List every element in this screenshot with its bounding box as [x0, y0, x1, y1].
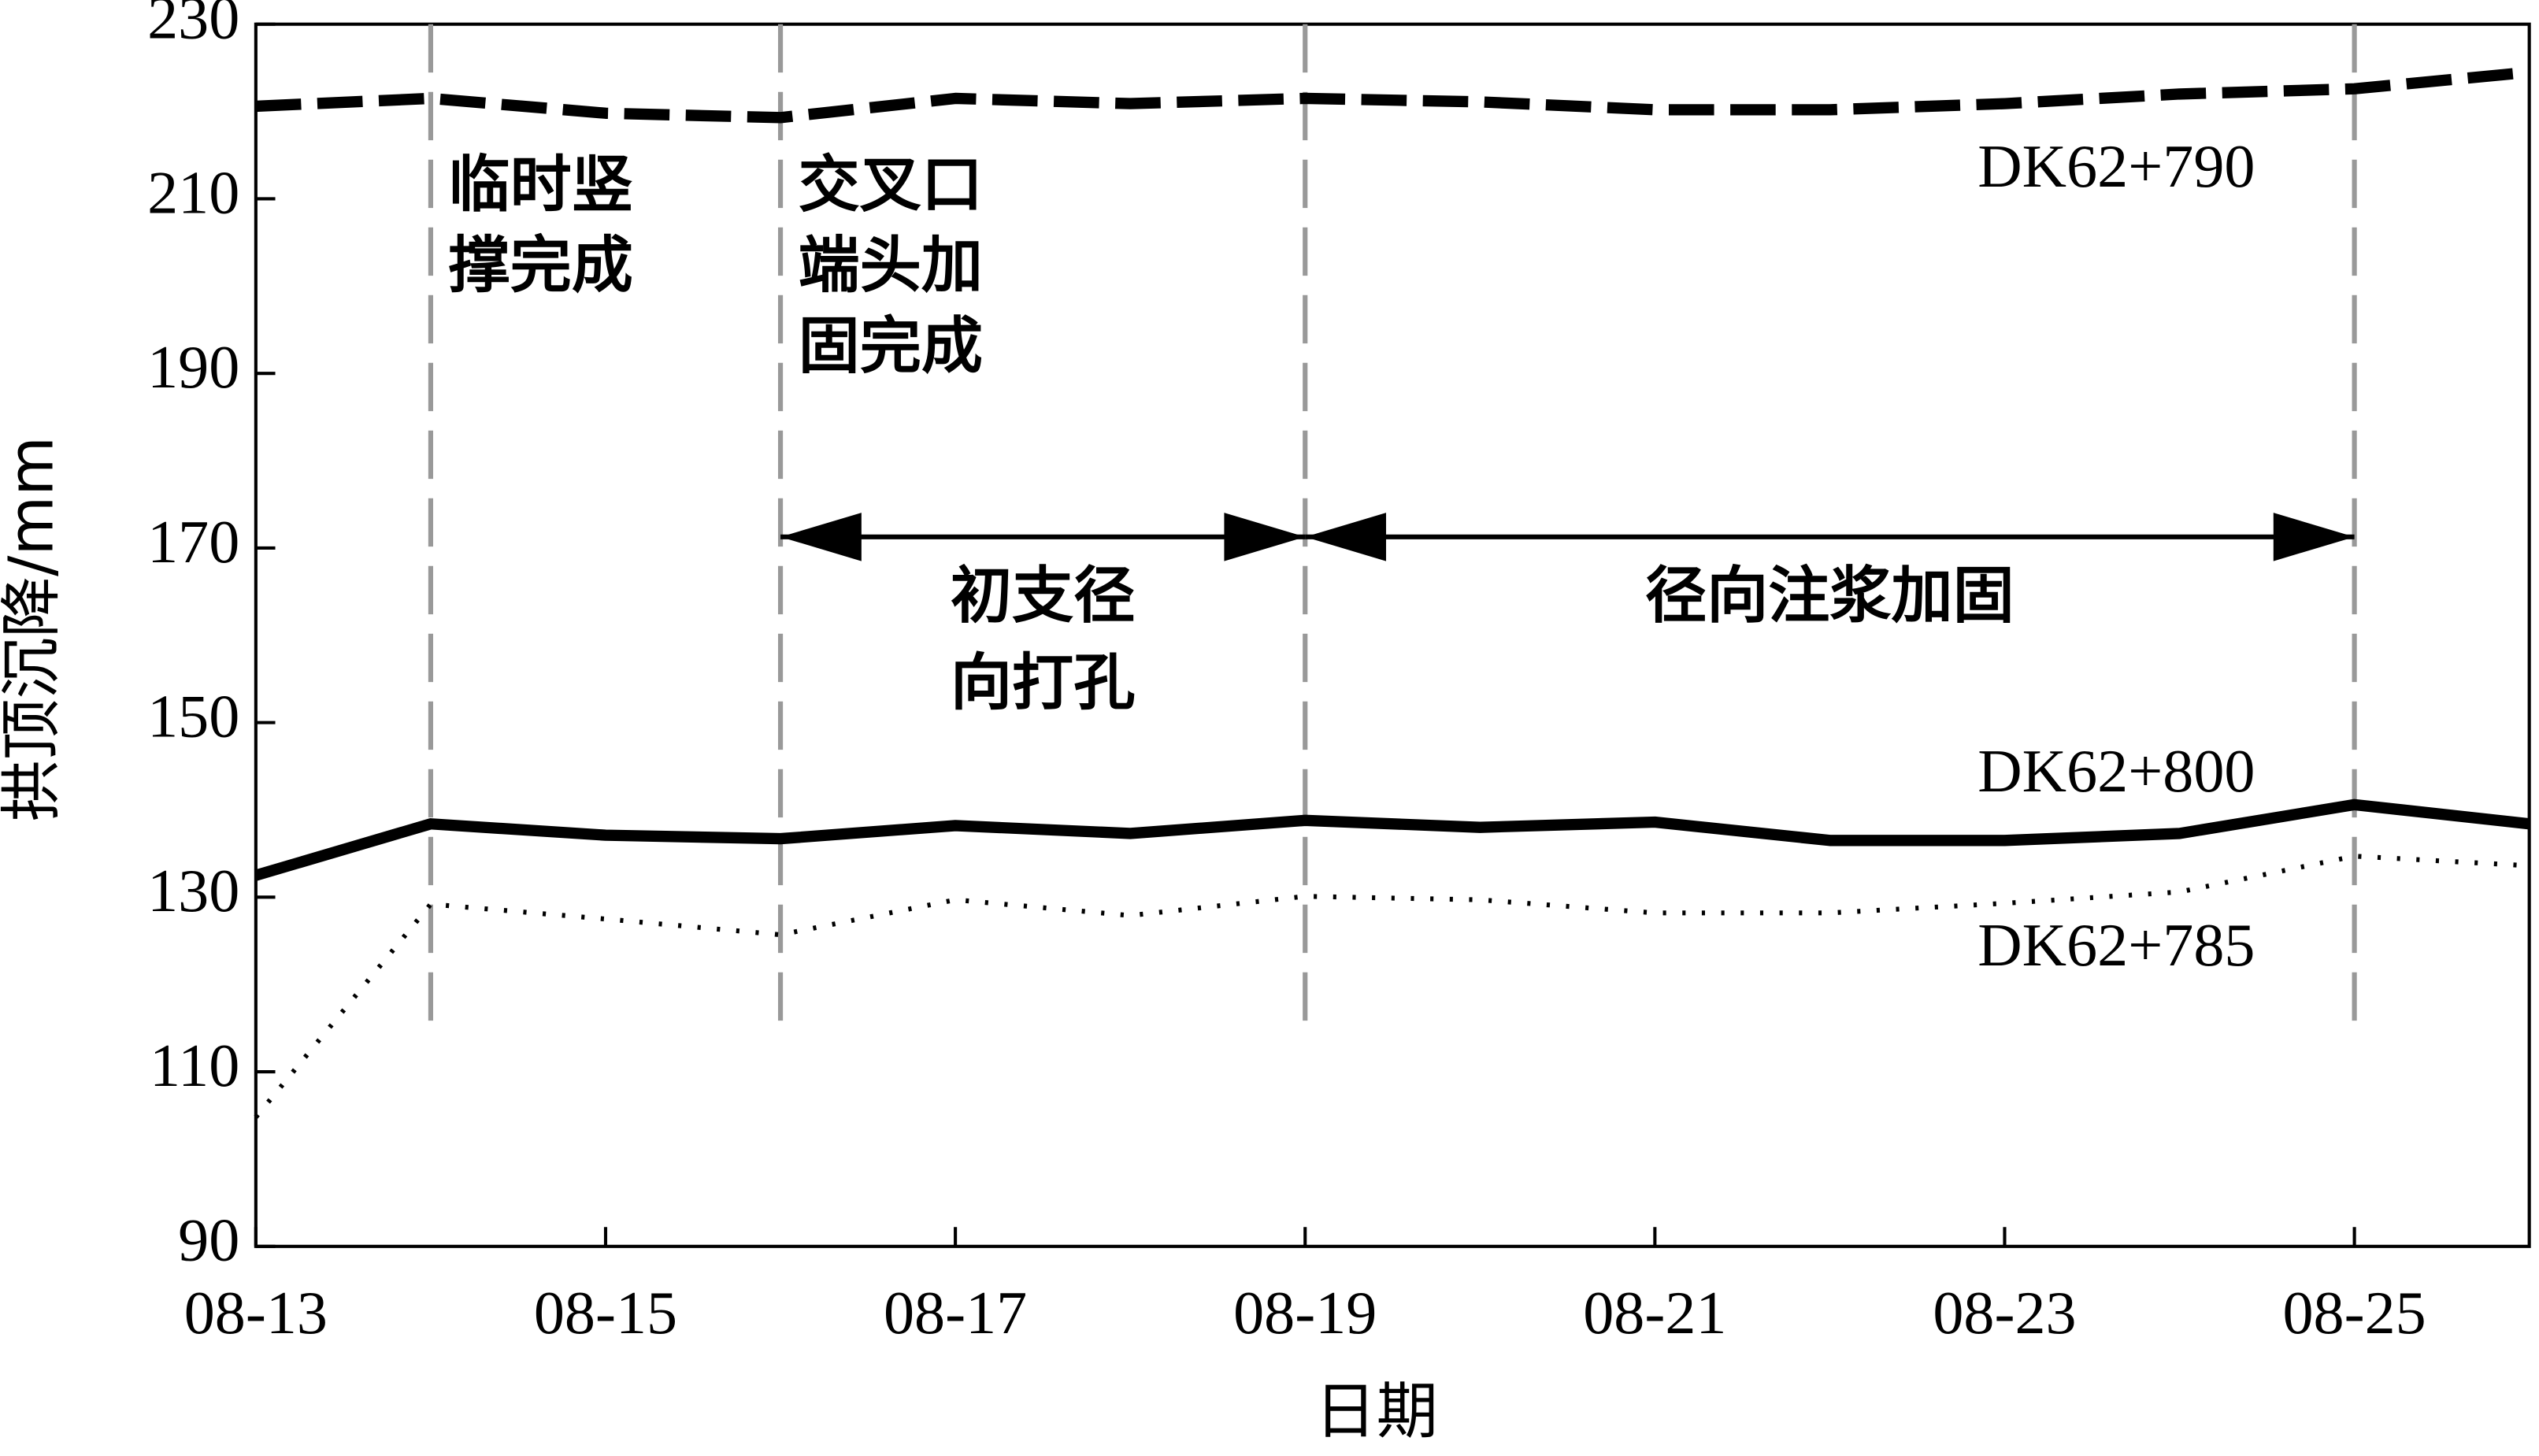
series-label: DK62+790 — [1977, 132, 2255, 200]
y-tick-label: 230 — [147, 0, 239, 52]
x-tick-label: 08-23 — [1933, 1279, 2076, 1347]
annotation: 临时竖 — [449, 150, 633, 220]
y-axis-label: 拱顶沉降/mm — [0, 436, 68, 821]
y-tick-label: 170 — [147, 508, 239, 576]
series-label: DK62+800 — [1977, 737, 2255, 805]
annotation: 撑完成 — [449, 231, 633, 302]
annotation: 端头加 — [799, 231, 983, 302]
x-tick-label: 08-15 — [534, 1279, 677, 1347]
series-line — [255, 66, 2530, 124]
y-tick-label: 210 — [147, 158, 239, 226]
x-axis-label: 日期 — [1315, 1376, 1438, 1447]
arrow-head — [2273, 513, 2355, 561]
annotation: 交叉口 — [799, 150, 983, 220]
x-tick-label: 08-13 — [184, 1279, 328, 1347]
y-tick-label: 90 — [178, 1206, 239, 1274]
series-label: DK62+785 — [1977, 911, 2255, 979]
arrow-head — [1305, 513, 1387, 561]
x-tick-label: 08-21 — [1583, 1279, 1726, 1347]
arrow-head — [1224, 513, 1306, 561]
series-line — [254, 854, 2530, 1119]
phase-label: 径向注浆加固 — [1645, 561, 2015, 632]
phase-label: 初支径 — [951, 561, 1135, 632]
phase-label: 向打孔 — [951, 648, 1135, 719]
x-tick-label: 08-19 — [1233, 1279, 1377, 1347]
plot-frame — [254, 22, 2531, 1248]
y-tick-label: 190 — [147, 333, 239, 401]
y-tick-label: 110 — [150, 1032, 239, 1099]
series-line — [254, 798, 2530, 881]
annotation: 固完成 — [799, 311, 983, 382]
x-tick-label: 08-17 — [884, 1279, 1027, 1347]
y-tick-label: 130 — [147, 857, 239, 924]
arrow-head — [780, 513, 862, 561]
y-tick-label: 150 — [147, 683, 239, 750]
x-tick-label: 08-25 — [2282, 1279, 2426, 1347]
